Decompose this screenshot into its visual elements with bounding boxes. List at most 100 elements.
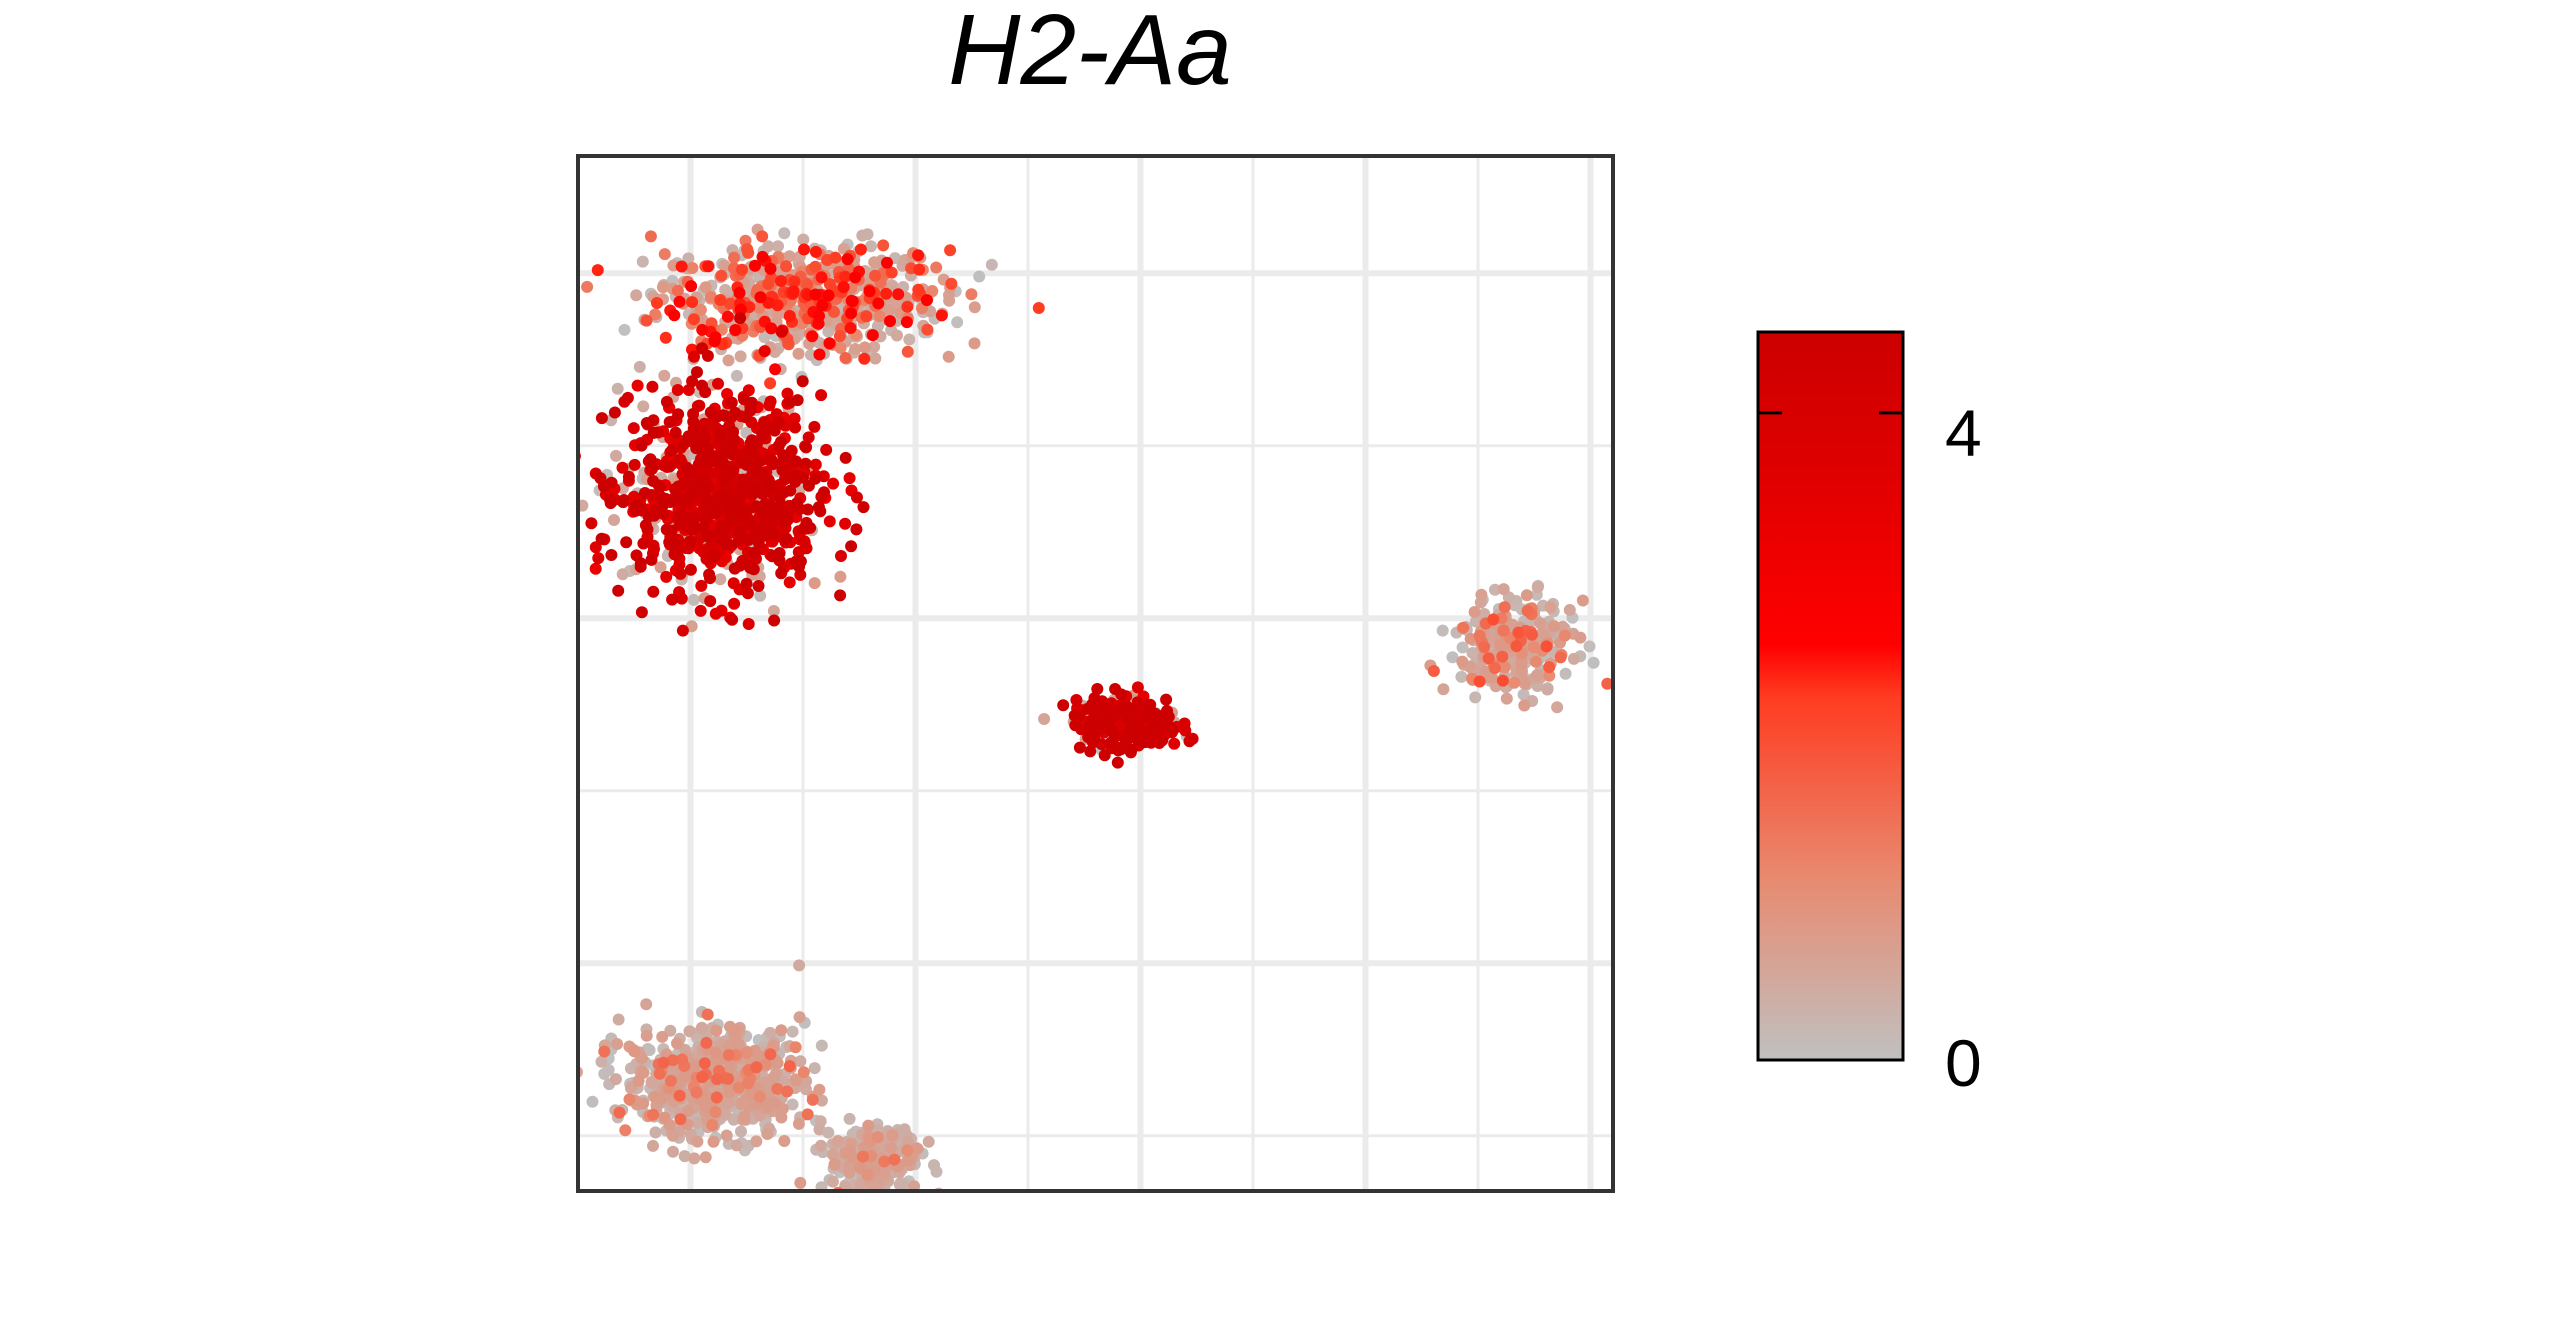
scatter-point xyxy=(884,315,896,328)
scatter-point xyxy=(695,579,708,592)
scatter-point xyxy=(1478,641,1491,653)
scatter-point xyxy=(892,288,905,301)
scatter-point xyxy=(647,1139,659,1152)
scatter-point xyxy=(1558,629,1571,642)
scatter-point xyxy=(722,1049,735,1061)
scatter-point xyxy=(1128,722,1141,735)
scatter-point xyxy=(1160,693,1173,706)
scatter-point xyxy=(801,503,814,516)
scatter-point xyxy=(745,442,758,455)
scatter-point xyxy=(635,606,648,619)
scatter-point xyxy=(891,329,903,342)
scatter-point xyxy=(598,1045,611,1058)
scatter-point xyxy=(762,474,775,487)
scatter-point xyxy=(753,1090,766,1103)
scatter-point xyxy=(726,443,739,456)
scatter-point xyxy=(880,287,893,300)
scatter-point xyxy=(678,1150,691,1163)
scatter-point xyxy=(684,563,697,576)
scatter-point xyxy=(827,477,840,490)
scatter-point xyxy=(783,1060,796,1073)
scatter-point xyxy=(800,441,813,454)
scatter-point xyxy=(762,278,775,291)
scatter-point xyxy=(674,453,687,466)
scatter-point xyxy=(578,499,589,512)
scatter-point xyxy=(674,1113,687,1126)
scatter-point xyxy=(647,585,660,598)
scatter-point xyxy=(794,1176,807,1189)
scatter-point xyxy=(815,1094,828,1107)
scatter-point xyxy=(1178,717,1191,730)
scatter-point xyxy=(1527,641,1540,654)
scatter-point xyxy=(699,386,712,399)
scatter-point xyxy=(797,1066,810,1079)
scatter-point xyxy=(1541,683,1554,696)
scatter-point xyxy=(665,524,678,537)
scatter-point xyxy=(697,521,710,534)
scatter-point xyxy=(787,285,800,298)
scatter-point xyxy=(664,1024,677,1037)
scatter-point xyxy=(595,412,608,425)
scatter-point xyxy=(1456,641,1469,654)
scatter-point xyxy=(1086,698,1099,711)
scatter-point xyxy=(858,352,871,365)
scatter-point xyxy=(765,322,778,335)
scatter-point xyxy=(688,350,700,363)
scatter-point xyxy=(1098,749,1111,762)
scatter-point xyxy=(808,420,821,433)
scatter-point xyxy=(640,417,653,429)
scatter-point xyxy=(1551,701,1564,714)
scatter-point xyxy=(1073,710,1086,723)
scatter-point xyxy=(912,249,925,262)
scatter-point xyxy=(682,1105,695,1117)
scatter-point xyxy=(912,283,925,296)
scatter-point xyxy=(644,453,657,466)
scatter-point xyxy=(766,454,778,467)
scatter-point xyxy=(530,480,542,492)
scatter-point xyxy=(857,1150,869,1163)
scatter-point xyxy=(783,576,796,589)
scatter-point xyxy=(616,568,629,581)
scatter-point xyxy=(740,577,753,590)
scatter-point xyxy=(732,1081,745,1094)
scatter-point xyxy=(728,562,741,575)
scatter-point xyxy=(712,377,724,390)
scatter-point xyxy=(610,449,622,462)
scatter-point xyxy=(733,286,746,299)
scatter-point xyxy=(603,493,616,506)
scatter-point xyxy=(767,528,780,540)
plot-border xyxy=(576,154,1615,1193)
scatter-point xyxy=(669,483,681,496)
scatter-point xyxy=(675,260,688,273)
scatter-point xyxy=(1070,694,1083,706)
scatter-point xyxy=(1123,704,1136,717)
scatter-point xyxy=(722,1096,735,1109)
scatter-point xyxy=(740,1046,753,1059)
scatter-point xyxy=(1475,588,1488,601)
scatter-point xyxy=(801,278,814,291)
scatter-point xyxy=(658,369,671,382)
scatter-point xyxy=(591,264,604,277)
scatter-point xyxy=(709,499,721,512)
scatter-point xyxy=(764,500,777,513)
scatter-point xyxy=(780,260,793,273)
scatter-point xyxy=(754,589,767,602)
scatter-point xyxy=(815,1039,828,1052)
scatter-point xyxy=(595,1055,608,1068)
scatter-point xyxy=(702,260,715,273)
scatter-point xyxy=(1534,617,1546,629)
scatter-point xyxy=(839,352,852,364)
scatter-point xyxy=(671,384,684,396)
scatter-point xyxy=(1446,651,1459,664)
scatter-point xyxy=(756,429,769,442)
scatter-point xyxy=(722,354,735,367)
scatter-point xyxy=(701,1008,714,1021)
scatter-point xyxy=(1583,640,1596,653)
scatter-point xyxy=(786,1025,799,1038)
scatter-point xyxy=(1183,735,1196,748)
scatter-point xyxy=(826,1148,839,1161)
scatter-point xyxy=(671,1037,683,1050)
scatter-point xyxy=(814,1139,827,1152)
scatter-point xyxy=(792,347,805,360)
scatter-point xyxy=(1478,608,1491,620)
